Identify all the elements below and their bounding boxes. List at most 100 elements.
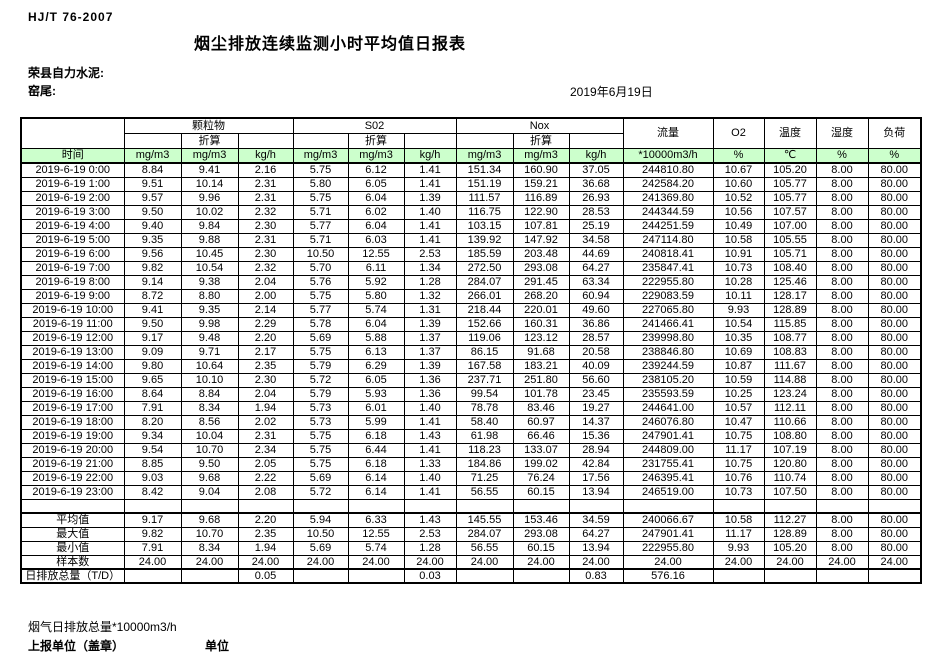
value-cell: 71.25 [455,470,514,486]
value-cell: 2.02 [237,414,294,430]
value-cell: 9.80 [123,358,182,374]
summary-value-cell: 13.94 [568,540,624,556]
value-cell: 80.00 [867,190,922,206]
value-cell: 20.58 [568,344,624,360]
value-cell: 10.54 [180,260,239,276]
value-cell: 9.88 [180,232,239,248]
table-row: 2019-6-19 2:00 9.57 9.96 2.31 5.75 6.04 1.39 11… [20,190,922,206]
summary-value-cell: 24.00 [403,554,457,570]
value-cell: 122.90 [512,204,570,220]
value-cell: 8.80 [180,288,239,304]
summary-value-cell: 576.16 [622,568,714,584]
value-cell: 1.41 [403,176,457,192]
value-cell: 10.35 [712,330,765,346]
standard-number: HJ/T 76-2007 [28,10,114,24]
value-cell: 49.60 [568,302,624,318]
value-cell: 1.33 [403,456,457,472]
table-row: 2019-6-19 19:00 9.34 10.04 2.31 5.75 6.18 1.43… [20,428,922,444]
table-row: 2019-6-19 17:00 7.91 8.34 1.94 5.73 6.01 1.40 7… [20,400,922,416]
value-cell: 10.04 [180,428,239,444]
value-cell: 268.20 [512,288,570,304]
value-cell: 2.22 [237,470,294,486]
summary-value-cell: 60.15 [512,540,570,556]
value-cell: 44.69 [568,246,624,262]
empty-cell [712,498,765,514]
value-cell: 80.00 [867,232,922,248]
value-cell: 10.11 [712,288,765,304]
flow-total-note: 烟气日排放总量*10000m3/h [28,620,177,634]
time-cell: 2019-6-19 4:00 [20,218,125,234]
value-cell: 203.48 [512,246,570,262]
value-cell: 80.00 [867,414,922,430]
summary-value-cell: 24.00 [867,554,922,570]
value-cell: 6.04 [347,218,405,234]
summary-value-cell: 8.00 [815,540,869,556]
value-cell: 1.32 [403,288,457,304]
value-cell: 9.14 [123,274,182,290]
value-cell: 99.54 [455,386,514,402]
time-cell: 2019-6-19 21:00 [20,456,125,472]
summary-value-cell: 112.27 [763,512,817,528]
value-cell: 10.57 [712,400,765,416]
reporting-unit-label: 上报单位（盖章） [28,639,125,653]
summary-value-cell: 9.82 [123,526,182,542]
value-cell: 2.31 [237,176,294,192]
value-cell: 80.00 [867,330,922,346]
value-cell: 1.31 [403,302,457,318]
value-cell: 8.00 [815,204,869,220]
value-cell: 9.84 [180,218,239,234]
value-cell: 115.85 [763,316,817,332]
value-cell: 218.44 [455,302,514,318]
summary-value-cell: 64.27 [568,526,624,542]
value-cell: 8.00 [815,162,869,178]
value-cell: 8.84 [180,386,239,402]
group-header: Nox [455,117,624,134]
value-cell: 6.01 [347,400,405,416]
summary-value-cell: 8.00 [815,512,869,528]
value-cell: 8.42 [123,484,182,500]
value-cell: 1.40 [403,470,457,486]
value-cell: 2.30 [237,246,294,262]
time-cell: 2019-6-19 7:00 [20,260,125,276]
value-cell: 80.00 [867,162,922,178]
value-cell: 1.39 [403,316,457,332]
time-cell: 2019-6-19 0:00 [20,162,125,178]
value-cell: 9.03 [123,470,182,486]
value-cell: 9.56 [123,246,182,262]
value-cell: 8.00 [815,456,869,472]
table-row: 2019-6-19 13:00 9.09 9.71 2.17 5.75 6.13 1.37 8… [20,344,922,360]
value-cell: 9.65 [123,372,182,388]
value-cell: 229083.59 [622,288,714,304]
value-cell: 80.00 [867,372,922,388]
value-cell: 108.83 [763,344,817,360]
table-row: 2019-6-19 10:00 9.41 9.35 2.14 5.77 5.74 1.31 2… [20,302,922,318]
value-cell: 247901.41 [622,428,714,444]
value-cell: 2.29 [237,316,294,332]
value-cell: 80.00 [867,386,922,402]
table-row: 2019-6-19 3:00 9.50 10.02 2.32 5.71 6.02 1.40 1… [20,204,922,220]
value-cell: 9.04 [180,484,239,500]
summary-row: 最小值 7.91 8.34 1.94 5.69 5.74 1.28 56.55 60.15 13.… [20,540,922,556]
summary-value-cell: 12.55 [347,526,405,542]
value-cell: 8.00 [815,330,869,346]
table-row: 2019-6-19 16:00 8.64 8.84 2.04 5.79 5.93 1.36 9… [20,386,922,402]
time-cell: 2019-6-19 13:00 [20,344,125,360]
value-cell: 80.00 [867,442,922,458]
value-cell: 5.71 [292,204,349,220]
summary-value-cell: 5.69 [292,540,349,556]
value-cell: 119.06 [455,330,514,346]
empty-cell [512,498,570,514]
table-row: 2019-6-19 0:00 8.84 9.41 2.16 5.75 6.12 1.41 15… [20,162,922,178]
summary-value-cell: 128.89 [763,526,817,542]
time-cell: 2019-6-19 3:00 [20,204,125,220]
unit-header: % [815,147,869,164]
value-cell: 5.88 [347,330,405,346]
value-cell: 9.93 [712,302,765,318]
summary-value-cell: 24.00 [347,554,405,570]
value-cell: 9.40 [123,218,182,234]
summary-label: 最小值 [20,540,125,556]
time-cell: 2019-6-19 14:00 [20,358,125,374]
value-cell: 1.94 [237,400,294,416]
value-cell: 5.75 [292,344,349,360]
summary-value-cell: 24.00 [763,554,817,570]
